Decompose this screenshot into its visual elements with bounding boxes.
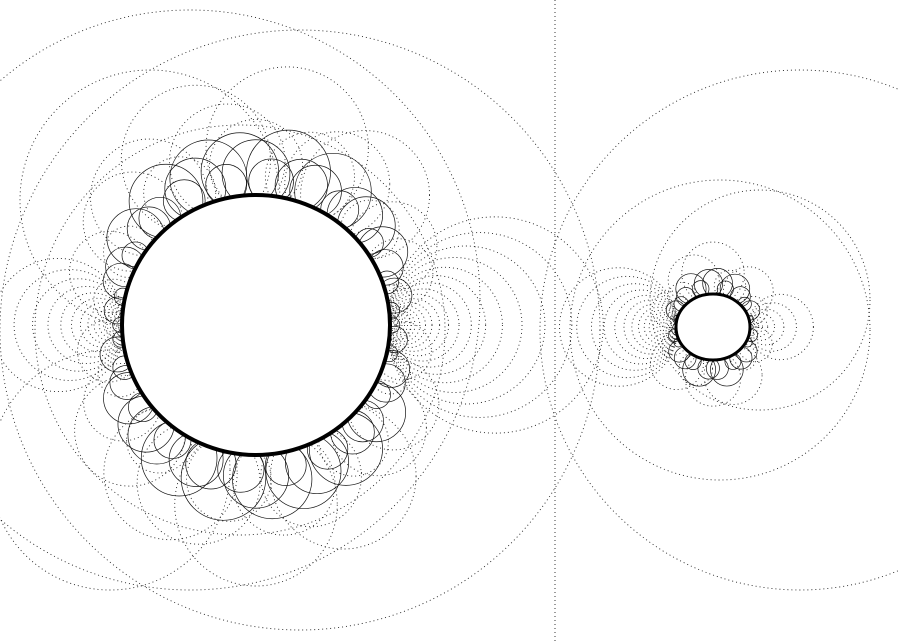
boundary-circle — [737, 326, 773, 363]
tangent-circle — [47, 286, 126, 364]
boundary-circle — [300, 130, 430, 260]
boundary-circle — [684, 350, 742, 407]
tangent-circle — [386, 245, 546, 405]
tangent-circle — [60, 292, 126, 358]
boundary-circle — [284, 131, 391, 238]
boundary-circle — [264, 131, 355, 222]
boundary-circle — [363, 238, 434, 308]
boundary-circle — [136, 420, 261, 545]
tangent-circle — [747, 293, 814, 361]
outer-arc — [0, 9, 481, 591]
tangent-circle — [747, 302, 797, 352]
tangent-circle — [0, 258, 126, 392]
boundary-circle — [186, 436, 272, 522]
tangent-circle — [71, 297, 126, 353]
boundary-circle — [347, 201, 438, 292]
tangent-circle — [386, 310, 416, 340]
tangent-circle — [386, 298, 441, 352]
boundary-circle — [651, 290, 690, 329]
tangent-circle — [747, 313, 776, 341]
outer-arc — [0, 349, 231, 591]
boundary-circle — [329, 379, 427, 477]
outer-arc — [0, 29, 601, 631]
boundary-circle — [90, 138, 209, 257]
tangent-circle — [386, 275, 487, 375]
tangent-circle — [747, 316, 769, 338]
tangent-circle — [631, 303, 679, 351]
tangent-circle — [386, 216, 604, 434]
tangent-circle — [386, 232, 573, 418]
boundary-circle — [372, 321, 432, 381]
boundary-circle — [369, 353, 411, 395]
small-disk — [674, 292, 752, 362]
tangent-circle — [386, 302, 433, 348]
tangent-circle — [32, 278, 126, 372]
boundary-circle — [667, 254, 720, 307]
tangent-circle — [79, 302, 126, 348]
boundary-circle — [174, 423, 338, 587]
outer-arc — [569, 179, 871, 481]
big-disk — [120, 193, 392, 457]
outer-arc — [539, 69, 900, 591]
tangent-circle — [747, 308, 785, 346]
tangent-circle — [386, 288, 460, 362]
outer-arc — [34, 124, 446, 536]
tangent-circle — [386, 308, 421, 342]
boundary-circle — [318, 406, 389, 477]
tangent-circle — [13, 269, 126, 381]
outer-arc — [649, 189, 871, 411]
boundary-circle — [270, 403, 417, 550]
tangent-circle — [386, 317, 403, 333]
boundary-circle — [738, 295, 768, 325]
boundary-circle — [380, 309, 412, 341]
boundary-circle — [722, 266, 774, 318]
tangent-circle — [386, 319, 397, 331]
tangent-circle — [386, 257, 523, 393]
tangent-circle — [643, 309, 679, 345]
tangent-circle — [747, 319, 764, 335]
boundary-circle — [103, 405, 238, 541]
tangent-circle — [386, 315, 405, 335]
boundary-circle — [168, 103, 286, 221]
boundary-circle — [208, 119, 304, 214]
tangent-circle — [87, 305, 126, 345]
boundary-circle — [205, 66, 369, 230]
boundary-circle — [678, 351, 713, 386]
